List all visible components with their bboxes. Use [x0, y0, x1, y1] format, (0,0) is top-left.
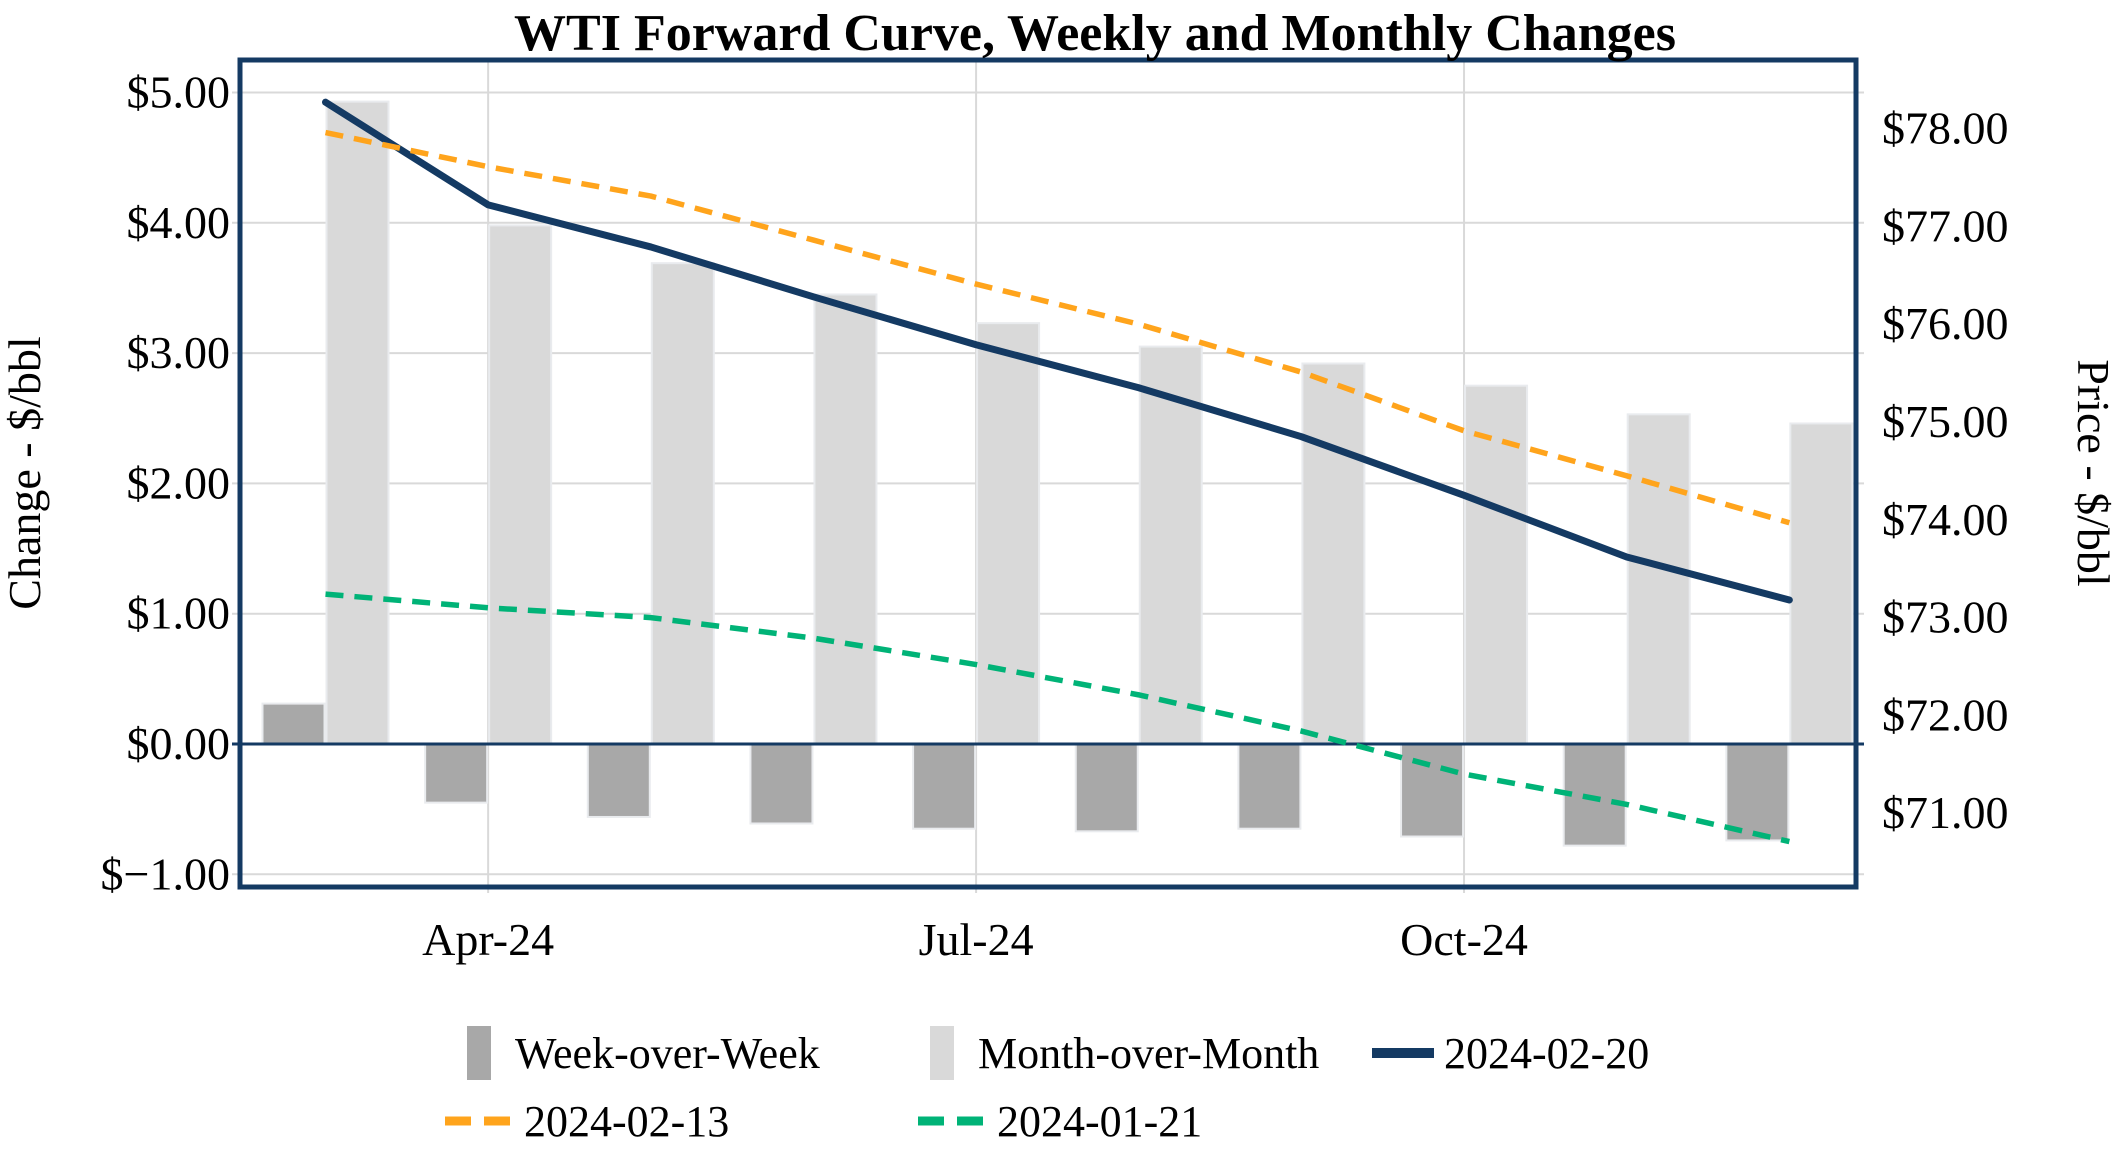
- left-tick-label: $1.00: [127, 588, 231, 639]
- legend-bar-swatch-icon: [930, 1026, 954, 1080]
- right-tick-label: $74.00: [1882, 494, 2009, 545]
- right-tick-label: $76.00: [1882, 298, 2009, 349]
- right-tick-label: $77.00: [1882, 200, 2009, 251]
- right-tick-label: $71.00: [1882, 787, 2009, 838]
- legend-label: 2024-02-20: [1444, 1029, 1649, 1078]
- right-tick-label: $75.00: [1882, 396, 2009, 447]
- legend-bar-swatch-icon: [467, 1026, 491, 1080]
- legend-label: Week-over-Week: [515, 1029, 820, 1078]
- bar-month-over-month-apr-24: [488, 224, 553, 745]
- bar-week-over-week-sep-24: [1237, 743, 1302, 830]
- bar-week-over-week-nov-24: [1562, 743, 1627, 847]
- bar-month-over-month-may-24: [650, 262, 715, 745]
- x-tick-label: Jul-24: [919, 914, 1034, 965]
- left-tick-label: $5.00: [127, 67, 231, 118]
- legend-dash-swatch-icon: [918, 1116, 944, 1126]
- bar-month-over-month-jul-24: [976, 322, 1041, 745]
- left-tick-label: $−1.00: [101, 848, 230, 899]
- legend-item-2024-02-13: 2024-02-13: [445, 1097, 729, 1146]
- right-tick-label: $73.00: [1882, 592, 2009, 643]
- bar-week-over-week-apr-24: [424, 743, 489, 804]
- left-tick-label: $2.00: [127, 457, 231, 508]
- right-tick-label: $78.00: [1882, 103, 2009, 154]
- plot-frame: [237, 57, 1859, 890]
- bar-month-over-month-oct-24: [1464, 384, 1529, 745]
- bar-month-over-month-mar-24: [325, 100, 390, 746]
- bar-week-over-week-may-24: [586, 743, 651, 818]
- legend-item-week-over-week: Week-over-Week: [467, 1026, 820, 1080]
- chart-title: WTI Forward Curve, Weekly and Monthly Ch…: [514, 5, 1676, 62]
- right-tick-label: $72.00: [1882, 689, 2009, 740]
- legend-dash-swatch-icon: [957, 1116, 983, 1126]
- bar-month-over-month-sep-24: [1301, 362, 1366, 745]
- legend-dash-swatch-icon: [445, 1116, 471, 1126]
- bar-month-over-month-nov-24: [1626, 413, 1691, 745]
- legend: Week-over-Week Month-over-Month 2024-02-20…: [445, 1026, 1649, 1146]
- legend-label: Month-over-Month: [978, 1029, 1319, 1078]
- right-axis-title: Price - $/bbl: [2068, 359, 2112, 586]
- series-line-2024-02-13: [324, 129, 1791, 526]
- bar-week-over-week-oct-24: [1400, 743, 1465, 838]
- legend-item-2024-02-20: 2024-02-20: [1372, 1029, 1649, 1078]
- x-tick-label: Apr-24: [422, 914, 554, 965]
- bar-week-over-week-dec-24: [1725, 743, 1790, 842]
- series-line-2024-01-21: [325, 591, 1790, 845]
- left-tick-label: $0.00: [127, 718, 231, 769]
- bar-week-over-week-aug-24: [1074, 743, 1139, 833]
- bar-week-over-week-jun-24: [749, 743, 814, 825]
- legend-dash-swatch-icon: [484, 1116, 510, 1126]
- legend-item-month-over-month: Month-over-Month: [930, 1026, 1319, 1080]
- bar-series: [261, 100, 1854, 847]
- x-tick-label: Oct-24: [1400, 914, 1528, 965]
- bar-month-over-month-aug-24: [1138, 345, 1203, 745]
- axis-tick-labels: $5.00 $4.00 $3.00 $2.00 $1.00 $0.00 $−1.00 $78.…: [101, 67, 2009, 966]
- bar-week-over-week-mar-24: [261, 702, 326, 745]
- legend-label: 2024-01-21: [997, 1097, 1202, 1146]
- plot-border: [237, 57, 1859, 890]
- left-tick-label: $3.00: [127, 327, 231, 378]
- bar-month-over-month-dec-24: [1789, 422, 1854, 745]
- left-tick-label: $4.00: [127, 197, 231, 248]
- legend-label: 2024-02-13: [524, 1097, 729, 1146]
- line-series: [322, 98, 1793, 845]
- series-line-2024-02-20: [322, 98, 1793, 604]
- legend-item-2024-01-21: 2024-01-21: [918, 1097, 1202, 1146]
- legend-line-swatch-icon: [1372, 1048, 1434, 1058]
- left-axis-title: Change - $/bbl: [0, 336, 50, 609]
- bar-week-over-week-jul-24: [912, 743, 977, 830]
- bar-month-over-month-jun-24: [813, 293, 878, 745]
